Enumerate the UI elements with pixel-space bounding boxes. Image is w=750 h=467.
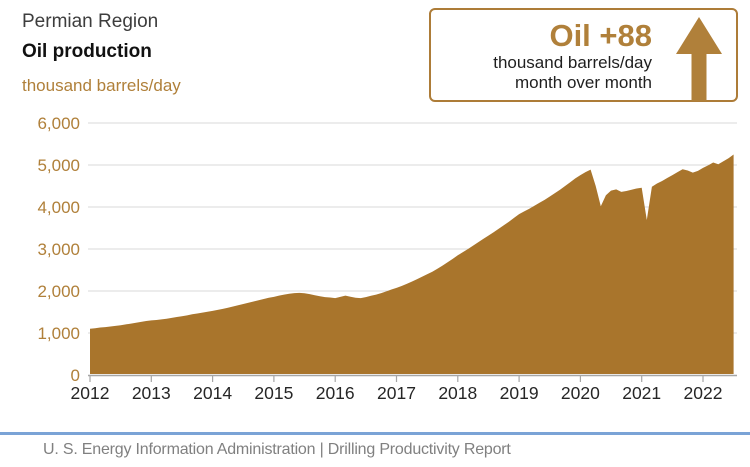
production-area-fill — [90, 154, 734, 374]
x-axis-label: 2015 — [254, 383, 294, 403]
metric-title: Oil production — [22, 40, 152, 62]
y-axis-label: 4,000 — [37, 198, 80, 217]
oil-change-value: Oil +88 — [549, 18, 652, 53]
source-attribution: U. S. Energy Information Administration … — [43, 441, 511, 458]
y-axis-label: 2,000 — [37, 282, 80, 301]
y-axis-label: 1,000 — [37, 324, 80, 343]
oil-change-period: month over month — [514, 72, 652, 92]
month-over-month-callout: Oil +88 thousand barrels/day month over … — [429, 8, 738, 102]
y-axis-label: 0 — [70, 366, 80, 385]
x-axis-label: 2020 — [560, 383, 600, 403]
x-axis-label: 2014 — [193, 383, 233, 403]
axis-unit-label: thousand barrels/day — [22, 75, 181, 95]
oil-change-unit: thousand barrels/day — [493, 52, 652, 72]
x-axis-label: 2019 — [499, 383, 539, 403]
x-axis-label: 2017 — [377, 383, 416, 403]
y-axis-label: 5,000 — [37, 156, 80, 175]
x-axis-label: 2021 — [622, 383, 662, 403]
up-arrow-icon — [676, 17, 722, 101]
production-area-chart: 0 1,000 2,000 3,000 4,000 5,000 6,000 2012 2013… — [37, 114, 737, 403]
callout-arrow-area — [662, 10, 736, 101]
chart-canvas — [88, 122, 737, 382]
callout-text-block: Oil +88 thousand barrels/day month over … — [431, 10, 662, 93]
x-axis-label: 2016 — [315, 383, 355, 403]
y-axis-label: 3,000 — [37, 240, 80, 259]
region-title: Permian Region — [22, 11, 159, 32]
x-axis-label: 2022 — [683, 383, 723, 403]
x-axis-label: 2013 — [131, 383, 171, 403]
chart-header: Permian Region Oil production thousand b… — [22, 11, 181, 95]
x-axis-label: 2012 — [70, 383, 110, 403]
x-axis-label: 2018 — [438, 383, 478, 403]
y-axis-label: 6,000 — [37, 114, 80, 133]
footer-divider — [0, 432, 750, 435]
